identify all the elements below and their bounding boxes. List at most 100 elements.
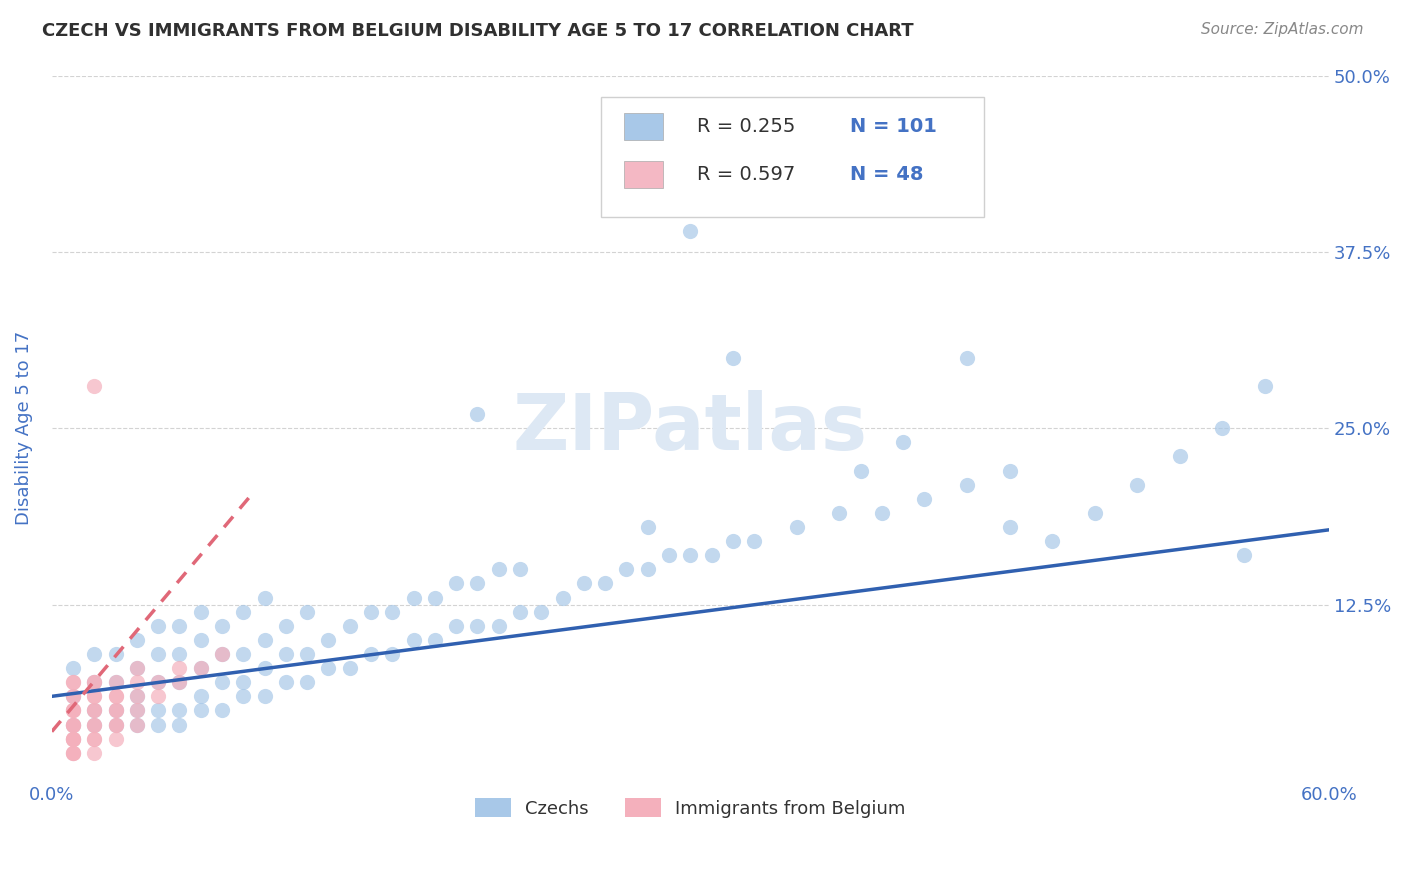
Point <box>62 690 84 704</box>
Text: R = 0.255: R = 0.255 <box>696 117 794 136</box>
Point <box>125 690 148 704</box>
Point <box>146 619 169 633</box>
Point <box>488 619 510 633</box>
Y-axis label: Disability Age 5 to 17: Disability Age 5 to 17 <box>15 331 32 525</box>
Point <box>104 703 127 717</box>
Point <box>956 477 979 491</box>
Point <box>83 675 105 690</box>
Point <box>253 690 276 704</box>
Point <box>339 619 361 633</box>
Point <box>360 605 382 619</box>
Point <box>104 675 127 690</box>
Point <box>83 746 105 760</box>
Point <box>637 562 659 576</box>
Point <box>211 703 233 717</box>
Point <box>125 661 148 675</box>
Point <box>169 661 191 675</box>
Point <box>83 379 105 393</box>
Point <box>146 647 169 661</box>
Point <box>423 632 446 647</box>
Point <box>190 690 212 704</box>
Point <box>211 647 233 661</box>
Point <box>274 619 297 633</box>
Point <box>786 520 808 534</box>
Point <box>62 717 84 731</box>
Point <box>169 675 191 690</box>
Point <box>467 619 489 633</box>
Point <box>104 647 127 661</box>
Point <box>467 576 489 591</box>
Point <box>721 534 744 549</box>
Point <box>232 605 254 619</box>
Point <box>551 591 574 605</box>
Point <box>849 464 872 478</box>
Point <box>295 647 318 661</box>
Point <box>530 605 553 619</box>
Point <box>211 619 233 633</box>
Point <box>402 632 425 647</box>
Point <box>637 520 659 534</box>
Point <box>169 647 191 661</box>
Point <box>1233 548 1256 562</box>
Point <box>679 224 702 238</box>
Point <box>104 731 127 746</box>
Point <box>274 675 297 690</box>
Point <box>1168 450 1191 464</box>
Point <box>83 717 105 731</box>
Point <box>62 690 84 704</box>
Point <box>232 675 254 690</box>
Point <box>62 731 84 746</box>
Point <box>146 717 169 731</box>
Point <box>62 717 84 731</box>
Point <box>125 632 148 647</box>
Point <box>125 690 148 704</box>
Point <box>658 548 681 562</box>
Point <box>488 562 510 576</box>
Point <box>83 703 105 717</box>
Point <box>1040 534 1063 549</box>
Point <box>998 520 1021 534</box>
Point <box>125 717 148 731</box>
Point <box>62 675 84 690</box>
Point <box>83 717 105 731</box>
Text: N = 48: N = 48 <box>849 165 924 184</box>
Point <box>912 491 935 506</box>
Point <box>169 717 191 731</box>
Point <box>83 731 105 746</box>
Point <box>83 703 105 717</box>
Point <box>1084 506 1107 520</box>
Point <box>190 605 212 619</box>
Point <box>125 703 148 717</box>
Point <box>83 717 105 731</box>
Point <box>62 746 84 760</box>
Point <box>62 717 84 731</box>
Point <box>467 407 489 421</box>
Point <box>721 351 744 365</box>
Point <box>62 717 84 731</box>
FancyBboxPatch shape <box>600 96 984 217</box>
Point <box>83 703 105 717</box>
Point <box>83 690 105 704</box>
Point <box>423 591 446 605</box>
Point <box>828 506 851 520</box>
Point <box>125 717 148 731</box>
Point <box>444 576 467 591</box>
Point <box>104 717 127 731</box>
Text: ZIPatlas: ZIPatlas <box>513 391 868 467</box>
Point <box>509 605 531 619</box>
Text: R = 0.597: R = 0.597 <box>696 165 794 184</box>
Point <box>83 675 105 690</box>
Point <box>253 591 276 605</box>
Point <box>679 548 702 562</box>
Point <box>104 675 127 690</box>
Point <box>62 675 84 690</box>
Point <box>62 690 84 704</box>
Point <box>295 605 318 619</box>
Point <box>616 562 638 576</box>
Point <box>593 576 616 591</box>
Point <box>211 675 233 690</box>
Point <box>274 647 297 661</box>
Point <box>253 632 276 647</box>
Point <box>169 703 191 717</box>
Point <box>360 647 382 661</box>
